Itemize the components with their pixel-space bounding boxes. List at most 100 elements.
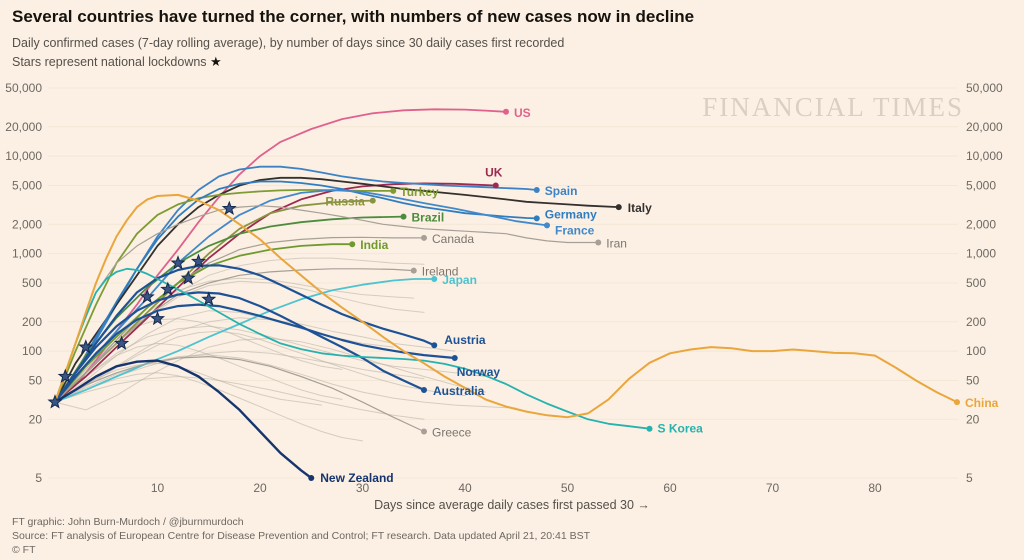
star-icon: ★ xyxy=(210,54,222,70)
lockdown-star xyxy=(114,335,130,350)
y-tick-label-right: 20 xyxy=(966,412,980,426)
series-label-ireland: Ireland xyxy=(422,265,459,279)
series-dot-germany xyxy=(533,215,540,222)
series-line-brazil xyxy=(54,215,405,403)
series-label-iran: Iran xyxy=(606,237,627,251)
series-dot-italy xyxy=(615,204,622,211)
y-tick-label-left: 50,000 xyxy=(5,81,42,95)
series-line-russia xyxy=(54,199,374,403)
background-series-line xyxy=(54,330,466,403)
series-dot-turkey xyxy=(390,187,397,194)
lockdown-star xyxy=(47,394,63,409)
series-line-austria xyxy=(53,264,436,404)
background-series-line xyxy=(54,280,425,403)
footer: FT graphic: John Burn-Murdoch / @jburnmu… xyxy=(12,515,590,557)
y-tick-label-left: 5,000 xyxy=(12,179,42,193)
series-line-greece xyxy=(54,356,425,433)
background-series-line xyxy=(54,376,425,420)
y-tick-label-right: 500 xyxy=(966,276,986,290)
series-label-norway: Norway xyxy=(457,365,501,379)
y-tick-label-left: 5 xyxy=(35,471,42,485)
x-tick-label: 40 xyxy=(458,481,472,495)
series-dot-new-zealand xyxy=(308,475,315,481)
x-tick-label: 10 xyxy=(151,481,165,495)
y-tick-label-left: 50 xyxy=(29,374,43,388)
series-label-brazil: Brazil xyxy=(412,211,445,225)
series-dot-s-korea xyxy=(646,425,653,432)
background-series-line xyxy=(54,257,425,403)
series-dot-australia xyxy=(421,386,427,393)
series-dot-japan xyxy=(431,275,438,282)
lockdown-star xyxy=(221,200,237,215)
background-series-line xyxy=(54,342,343,403)
background-series-line xyxy=(54,354,517,409)
series-label-germany: Germany xyxy=(545,207,597,221)
background-series-line xyxy=(54,310,394,403)
series-label-new-zealand: New Zealand xyxy=(320,471,393,485)
series-line-us xyxy=(54,108,507,403)
series-line-uk xyxy=(54,182,497,403)
series-line-s-korea xyxy=(54,267,651,430)
lockdown-star xyxy=(139,289,155,304)
x-tick-label: 80 xyxy=(868,481,882,495)
lockdown-star xyxy=(160,281,176,296)
lockdown-star xyxy=(57,368,73,383)
series-line-new-zealand xyxy=(53,359,313,480)
subtitle-line2: Stars represent national lockdowns ★ xyxy=(12,54,222,70)
y-tick-label-right: 100 xyxy=(966,344,986,358)
series-dot-canada xyxy=(421,234,427,241)
lockdown-star xyxy=(201,291,217,306)
series-line-france xyxy=(54,189,548,403)
series-label-us: US xyxy=(514,106,531,120)
series-line-norway xyxy=(53,303,456,404)
series-dot-brazil xyxy=(400,213,407,220)
lockdown-star xyxy=(149,310,166,326)
series-label-france: France xyxy=(555,223,595,237)
series-label-russia: Russia xyxy=(325,195,365,209)
y-tick-label-left: 20,000 xyxy=(5,120,42,134)
footer-credit: FT graphic: John Burn-Murdoch / @jburnmu… xyxy=(12,516,244,528)
series-dot-uk xyxy=(492,182,499,189)
series-label-canada: Canada xyxy=(432,232,474,246)
series-line-germany xyxy=(54,180,538,403)
series-line-india xyxy=(54,243,354,403)
y-tick-label-left: 100 xyxy=(22,344,42,358)
background-series-line xyxy=(54,350,425,403)
y-tick-label-left: 500 xyxy=(22,276,42,290)
y-tick-label-right: 5,000 xyxy=(966,179,996,193)
y-tick-label-right: 50 xyxy=(966,374,980,388)
y-tick-label-right: 1,000 xyxy=(966,247,996,261)
series-label-italy: Italy xyxy=(628,201,652,215)
background-series-line xyxy=(54,277,415,403)
series-label-turkey: Turkey xyxy=(400,185,439,199)
series-dot-iran xyxy=(595,239,602,246)
series-label-india: India xyxy=(360,238,388,252)
lockdown-note: Stars represent national lockdowns xyxy=(12,54,207,69)
y-tick-label-left: 20 xyxy=(29,412,43,426)
page-title: Several countries have turned the corner… xyxy=(12,7,695,26)
y-tick-label-left: 1,000 xyxy=(12,247,42,261)
series-dot-china xyxy=(954,399,960,406)
background-series-line xyxy=(54,317,456,403)
ft-watermark: FINANCIAL TIMES xyxy=(702,92,964,122)
background-series-line xyxy=(54,325,486,403)
lockdown-star xyxy=(190,253,207,268)
series-label-japan: Japan xyxy=(442,273,477,287)
x-tick-label: 20 xyxy=(253,481,267,495)
series-line-australia xyxy=(53,291,426,404)
series-dot-spain xyxy=(533,186,540,193)
series-dot-ireland xyxy=(410,267,417,274)
series-label-australia: Australia xyxy=(433,384,485,398)
y-tick-label-right: 50,000 xyxy=(966,81,1003,95)
y-tick-label-right: 10,000 xyxy=(966,149,1003,163)
series-dot-russia xyxy=(369,197,376,204)
footer-copyright: © FT xyxy=(12,544,36,557)
background-series-line xyxy=(54,337,486,411)
background-series-line xyxy=(54,318,343,403)
y-tick-label-left: 200 xyxy=(22,315,42,329)
y-tick-label-left: 2,000 xyxy=(12,217,42,231)
series-line-ireland xyxy=(54,268,415,403)
x-tick-label: 70 xyxy=(766,481,780,495)
